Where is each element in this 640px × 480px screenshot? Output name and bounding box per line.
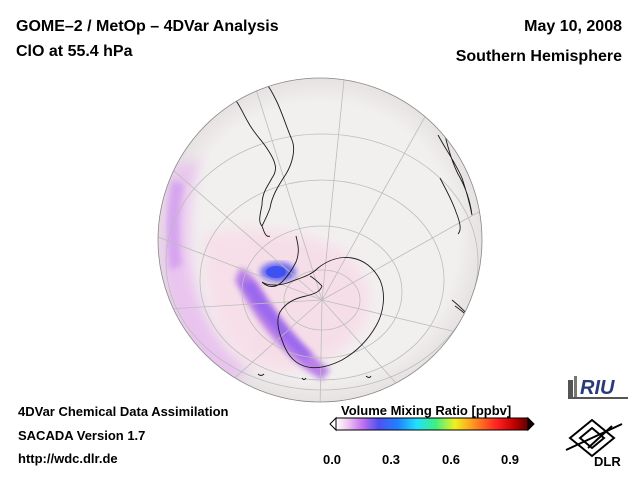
riu-logo: RIU — [568, 376, 628, 399]
footer-line2: SACADA Version 1.7 — [18, 428, 146, 443]
colorbar-gradient — [335, 417, 529, 431]
coastlines — [227, 79, 479, 399]
colorbar-tick-3: 0.9 — [500, 452, 520, 467]
riu-logo-text: RIU — [580, 377, 615, 399]
region-label: Southern Hemisphere — [455, 48, 622, 65]
dlr-logo-text: DLR — [594, 454, 621, 468]
colorbar-over-arrow — [527, 416, 535, 432]
title-line2: ClO at 55.4 hPa — [16, 43, 133, 60]
colorbar-label: Volume Mixing Ratio [ppbv] — [341, 403, 512, 418]
footer-line1: 4DVar Chemical Data Assimilation — [18, 404, 229, 419]
graticule — [158, 78, 482, 402]
date-label: May 10, 2008 — [524, 18, 622, 35]
colorbar-under-arrow — [329, 416, 337, 432]
colorbar-tick-1: 0.3 — [381, 452, 401, 467]
colorbar-tick-2: 0.6 — [441, 452, 461, 467]
colorbar-tick-0: 0.0 — [322, 452, 342, 467]
dlr-logo: DLR — [565, 418, 623, 468]
footer-line3: http://wdc.dlr.de — [18, 451, 118, 466]
title-line1: GOME–2 / MetOp – 4DVar Analysis — [16, 18, 279, 35]
colorbar — [329, 416, 535, 432]
